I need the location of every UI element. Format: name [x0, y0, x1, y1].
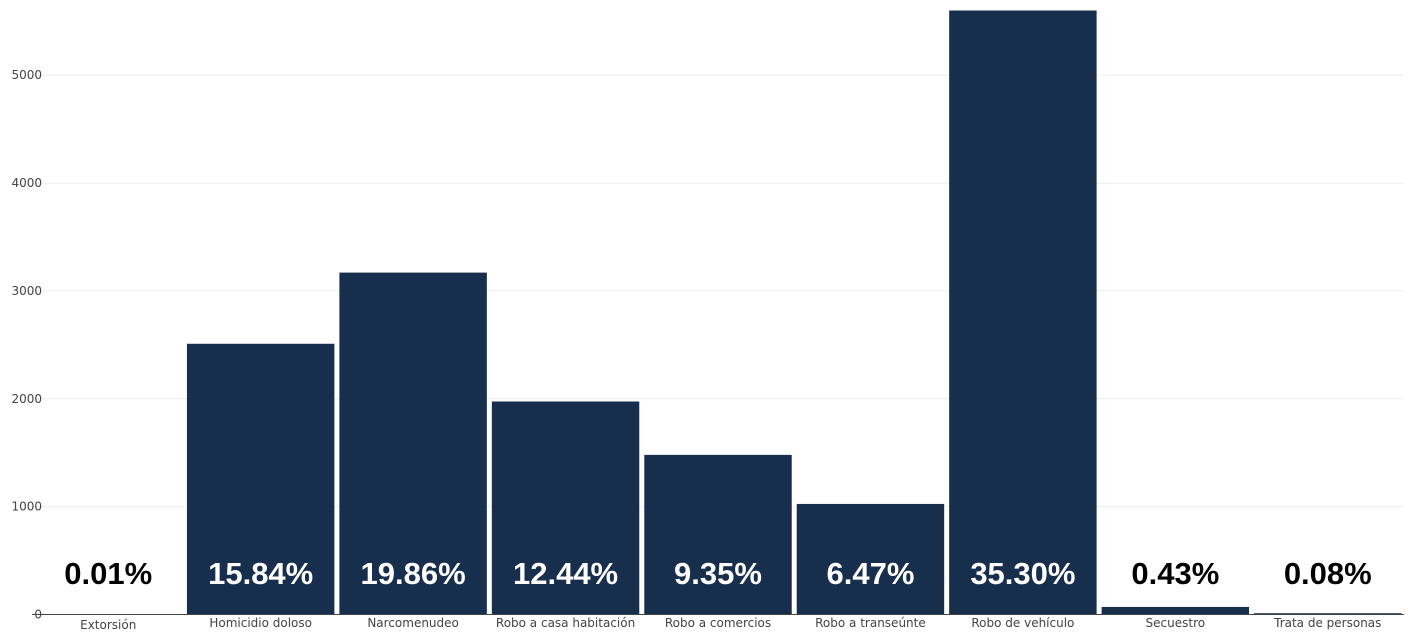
data-label: 0.43% — [1131, 556, 1219, 591]
data-label: 19.86% — [361, 556, 466, 591]
y-tick-label: 4000 — [11, 176, 42, 190]
x-tick-label: Extorsión — [80, 618, 136, 632]
x-tick-label: Robo a casa habitación — [496, 616, 635, 630]
bar — [949, 10, 1097, 615]
data-label: 6.47% — [826, 556, 914, 591]
x-tick-label: Homicidio doloso — [209, 616, 312, 630]
x-tick-label: Robo de vehículo — [971, 616, 1074, 630]
x-tick-label: Trata de personas — [1273, 616, 1381, 630]
data-label: 12.44% — [513, 556, 618, 591]
x-tick-label: Narcomenudeo — [367, 616, 459, 630]
data-label: 0.01% — [64, 556, 152, 591]
bars — [34, 10, 1402, 615]
data-label: 15.84% — [208, 556, 313, 591]
data-label: 9.35% — [674, 556, 762, 591]
bar — [1101, 606, 1250, 615]
bar — [186, 343, 335, 615]
bar — [491, 401, 640, 615]
bar — [1254, 613, 1402, 615]
x-tick-label: Robo a transeúnte — [815, 616, 926, 630]
data-label: 35.30% — [970, 556, 1075, 591]
bar — [796, 503, 945, 615]
y-tick-label: 2000 — [11, 392, 42, 406]
data-label: 0.08% — [1284, 556, 1372, 591]
bar-labels: 0.01% 15.84% 19.86% 12.44% 9.35% 6.47% 35.30% 0… — [64, 556, 1371, 591]
bar — [644, 454, 792, 615]
y-tick-label: 3000 — [11, 284, 42, 298]
x-tick-label: Secuestro — [1146, 616, 1206, 630]
x-axis-ticks: Extorsión Homicidio doloso Narcomenudeo Rob… — [80, 616, 1381, 632]
bar — [339, 272, 487, 615]
x-tick-label: Robo a comercios — [665, 616, 771, 630]
y-tick-label: 5000 — [11, 68, 42, 82]
y-tick-label: 1000 — [11, 500, 42, 514]
